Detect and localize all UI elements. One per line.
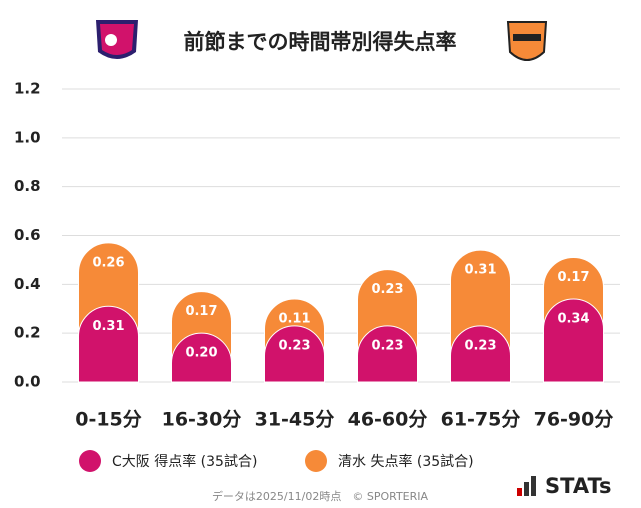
value-label: 0.17	[185, 304, 217, 319]
bar-segment	[171, 332, 232, 383]
value-label: 0.20	[185, 346, 217, 361]
brand: STATs	[545, 474, 611, 498]
y-tick-label: 0.0	[14, 373, 41, 391]
legend-marker	[305, 450, 327, 472]
y-tick-label: 0.6	[14, 226, 41, 244]
home-logo	[96, 20, 138, 59]
bar-segment	[450, 325, 511, 383]
bar-segment	[78, 305, 139, 383]
y-tick-label: 1.2	[14, 80, 41, 98]
x-tick-label: 16-30分	[162, 409, 242, 431]
x-tick-label: 76-90分	[534, 409, 614, 431]
y-tick-label: 0.2	[14, 324, 41, 342]
legend-label: 清水 失点率 (35試合)	[338, 453, 474, 470]
y-tick-label: 1.0	[14, 128, 41, 146]
x-tick-label: 61-75分	[441, 409, 521, 431]
value-label: 0.34	[557, 311, 589, 326]
chart-title: 前節までの時間帯別得失点率	[184, 30, 457, 54]
x-tick-label: 46-60分	[348, 409, 428, 431]
bar-segment	[543, 298, 604, 383]
value-label: 0.11	[278, 311, 310, 326]
source-note: データは2025/11/02時点 © SPORTERIA	[212, 489, 429, 503]
brand-logo: STATs	[517, 474, 611, 498]
value-label: 0.31	[92, 319, 124, 334]
bar-segment	[264, 325, 325, 383]
value-label: 0.31	[464, 263, 496, 278]
y-tick-label: 0.4	[14, 275, 41, 293]
value-label: 0.17	[557, 270, 589, 285]
away-logo	[506, 21, 548, 61]
value-label: 0.23	[278, 338, 310, 353]
legend-marker	[79, 450, 101, 472]
value-label: 0.23	[464, 338, 496, 353]
x-tick-label: 31-45分	[255, 409, 335, 431]
x-tick-label: 0-15分	[75, 409, 142, 431]
value-label: 0.26	[92, 255, 124, 270]
y-tick-label: 0.8	[14, 177, 41, 195]
value-label: 0.23	[371, 282, 403, 297]
value-label: 0.23	[371, 338, 403, 353]
legend-label: C大阪 得点率 (35試合)	[112, 453, 257, 470]
bar-segment	[357, 325, 418, 383]
